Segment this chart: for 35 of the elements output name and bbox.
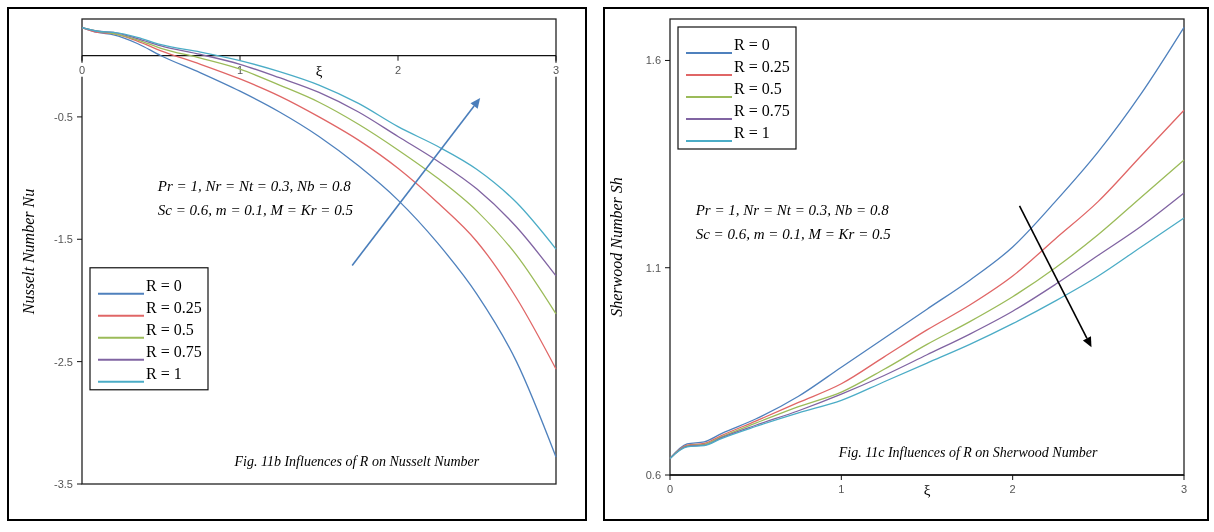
y-tick-label: 1.1 (645, 261, 661, 274)
y-tick-label: -2.5 (54, 355, 73, 368)
x-tick-label: 3 (1180, 483, 1188, 495)
annotation: Pr = 1, Nr = Nt = 0.3, Nb = 0.8 (694, 202, 890, 219)
y-tick-label: 1.6 (645, 54, 661, 67)
y-tick-label: -3.5 (54, 478, 73, 490)
x-axis-title: ξ (923, 482, 931, 498)
annotation: Pr = 1, Nr = Nt = 0.3, Nb = 0.8 (156, 178, 352, 195)
x-axis-title: ξ (315, 62, 323, 79)
x-tick-label: 2 (394, 63, 402, 76)
annotation: Sc = 0.6, m = 0.1, M = Kr = 0.5 (157, 202, 354, 219)
y-tick-label: 0.6 (645, 469, 661, 481)
x-tick-label: 2 (1009, 483, 1016, 495)
legend-label: R = 0.75 (146, 342, 202, 360)
legend-label: R = 0 (146, 276, 182, 294)
x-tick-label: 0 (78, 63, 86, 76)
legend-label: R = 1 (146, 364, 182, 382)
annotation: Sc = 0.6, m = 0.1, M = Kr = 0.5 (695, 226, 892, 243)
y-tick-label: -0.5 (54, 110, 73, 123)
legend-label: R = 1 (734, 124, 770, 141)
legend-label: R = 0.5 (734, 80, 782, 97)
legend-label: R = 0.75 (734, 102, 790, 119)
y-tick-label: -1.5 (54, 233, 73, 246)
y-axis-title: Nusselt Number Nu (20, 188, 37, 316)
annotation: Fig. 11c Influences of R on Sherwood Number (837, 445, 1099, 460)
annotation: Fig. 11b Influences of R on Nusselt Number (233, 454, 480, 469)
y-axis-title: Sherwood Number Sh (608, 177, 625, 317)
x-tick-label: 1 (838, 483, 845, 495)
legend-label: R = 0.5 (146, 320, 194, 338)
x-tick-label: 0 (666, 483, 674, 495)
legend-label: R = 0.25 (734, 58, 790, 75)
legend-label: R = 0 (734, 36, 770, 53)
x-tick-label: 3 (552, 63, 560, 76)
x-tick-label: 1 (236, 63, 244, 76)
legend-label: R = 0.25 (146, 298, 202, 316)
